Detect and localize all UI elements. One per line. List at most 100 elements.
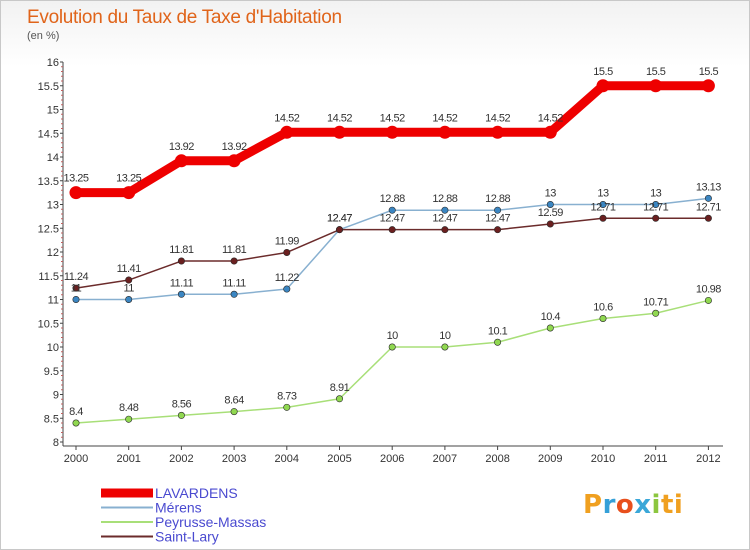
data-label: 15.5 <box>699 66 719 78</box>
y-tick-label: 10.5 <box>38 318 59 330</box>
data-label: 13 <box>650 188 662 200</box>
data-point <box>174 154 188 168</box>
x-tick-label: 2011 <box>644 453 668 465</box>
series-markers <box>69 79 715 427</box>
data-label: 14.52 <box>380 112 405 124</box>
x-tick-label: 2001 <box>116 453 140 465</box>
data-label: 13.25 <box>116 173 141 185</box>
data-point <box>177 290 185 298</box>
data-point <box>283 285 291 293</box>
data-label: 12.71 <box>643 201 668 213</box>
data-label: 8.4 <box>69 406 83 418</box>
x-tick-label: 2009 <box>538 453 562 465</box>
data-label: 14.52 <box>274 112 299 124</box>
data-label: 12.47 <box>432 213 457 225</box>
data-point <box>72 284 80 292</box>
data-label: 8.73 <box>277 390 297 402</box>
x-tick-label: 2000 <box>64 453 88 465</box>
data-label: 11.41 <box>117 263 142 275</box>
y-tick-label: 12.5 <box>38 223 59 235</box>
data-label: 10.1 <box>488 325 508 337</box>
data-label: 10.6 <box>593 302 613 314</box>
data-point <box>441 343 449 351</box>
data-point <box>177 411 185 419</box>
data-point <box>494 338 502 346</box>
data-point <box>388 343 396 351</box>
x-tick-label: 2010 <box>591 453 615 465</box>
y-axis-unit: (en %) <box>27 30 60 42</box>
y-tick-label: 12 <box>47 247 59 259</box>
x-tick-label: 2007 <box>433 453 457 465</box>
y-tick-label: 13 <box>47 200 59 212</box>
data-label: 10.4 <box>541 311 561 323</box>
data-label: 10 <box>439 330 451 342</box>
logo-letter: i <box>673 490 684 520</box>
logo-letter: P <box>583 490 603 520</box>
data-point <box>72 295 80 303</box>
y-tick-label: 14.5 <box>38 128 59 140</box>
y-tick-label: 10 <box>47 342 59 354</box>
data-point <box>227 154 241 168</box>
data-point <box>649 79 663 93</box>
data-label: 10.98 <box>696 283 721 295</box>
data-label: 12.47 <box>327 213 352 225</box>
y-tick-label: 14 <box>47 152 59 164</box>
data-point <box>122 186 136 200</box>
data-point <box>280 125 294 139</box>
data-point <box>599 314 607 322</box>
data-label: 11 <box>123 283 134 295</box>
y-tick-label: 16 <box>47 57 59 69</box>
data-point <box>701 79 715 93</box>
data-point <box>596 79 610 93</box>
data-point <box>333 125 346 139</box>
data-label: 12.47 <box>327 213 352 225</box>
logo-letter: r <box>602 490 616 520</box>
data-point <box>599 214 607 222</box>
y-tick-label: 8 <box>53 437 59 449</box>
data-label: 14.52 <box>327 112 352 124</box>
data-label: 11.99 <box>275 235 300 247</box>
logo-letter: x <box>634 490 652 520</box>
data-point <box>230 257 238 265</box>
data-point <box>599 201 607 209</box>
data-label: 12.59 <box>538 207 563 219</box>
data-point <box>335 395 343 403</box>
data-label: 11.81 <box>169 244 194 256</box>
data-label: 12.71 <box>696 201 721 213</box>
data-label: 10 <box>387 330 399 342</box>
x-tick-label: 2003 <box>222 453 246 465</box>
data-label: 8.91 <box>330 382 350 394</box>
data-point <box>441 226 449 234</box>
data-label: 13.92 <box>169 141 194 153</box>
data-label: 14.52 <box>432 112 457 124</box>
data-label: 11.24 <box>64 271 89 283</box>
data-label: 10.71 <box>643 296 668 308</box>
data-point <box>491 125 505 139</box>
data-label: 8.64 <box>224 395 244 407</box>
y-tick-label: 13.5 <box>38 176 59 188</box>
data-label: 11.11 <box>170 277 194 289</box>
y-tick-label: 11.5 <box>38 271 59 283</box>
legend-label: Peyrusse-Massas <box>155 514 266 530</box>
data-point <box>704 194 712 202</box>
chart-title: Evolution du Taux de Taxe d'Habitation <box>27 7 342 28</box>
data-label: 14.52 <box>538 112 563 124</box>
data-point <box>652 214 660 222</box>
data-label: 12.88 <box>485 193 510 205</box>
data-point <box>283 403 291 411</box>
data-point <box>125 295 133 303</box>
axes: 8 8.5 9 9.5 10 10.5 11 11.5 12 12.5 13 13.5 14 14.5 15… <box>38 57 723 465</box>
data-label: 13.13 <box>696 181 721 193</box>
data-label: 14.52 <box>485 112 510 124</box>
legend-label: Saint-Lary <box>155 529 219 545</box>
x-tick-label: 2005 <box>327 453 351 465</box>
data-point <box>543 125 557 139</box>
data-label: 13 <box>597 188 609 200</box>
data-label: 11.11 <box>222 277 246 289</box>
data-point <box>652 309 660 317</box>
y-tick-label: 9 <box>53 390 59 402</box>
data-point <box>230 290 238 298</box>
data-point <box>125 276 133 284</box>
